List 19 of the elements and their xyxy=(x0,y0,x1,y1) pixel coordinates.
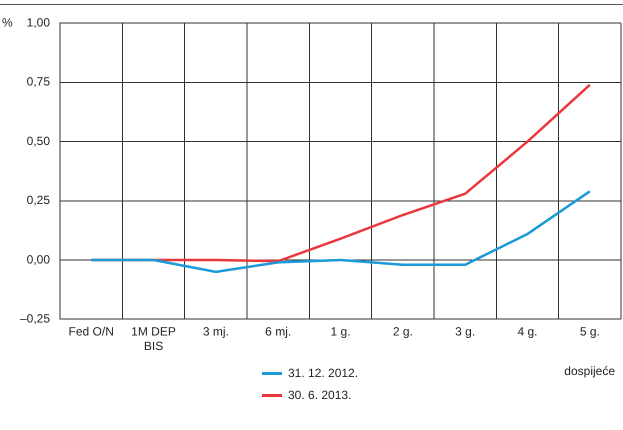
y-tick-label: 1,00 xyxy=(26,16,50,30)
x-axis-title: dospijeće xyxy=(564,364,615,378)
x-tick-label: 1M DEP BIS xyxy=(131,324,176,354)
x-tick-label: 5 g. xyxy=(580,324,600,339)
legend-label: 31. 12. 2012. xyxy=(288,366,358,380)
legend-label: 30. 6. 2013. xyxy=(288,388,352,402)
y-tick-label: 0,75 xyxy=(26,74,50,89)
y-tick-label: 0,25 xyxy=(26,193,50,208)
x-tick-label: 6 mj. xyxy=(265,324,292,339)
y-tick-label: 0,00 xyxy=(26,252,50,266)
x-tick-label: 2 g. xyxy=(392,324,413,339)
x-tick-label: Fed O/N xyxy=(68,324,114,339)
x-tick-label: 4 g. xyxy=(517,324,538,339)
y-tick-label: 0,50 xyxy=(26,134,50,148)
x-tick-label: 3 mj. xyxy=(202,324,229,339)
x-tick-label: 3 g. xyxy=(455,324,476,339)
y-tick-label: –0,25 xyxy=(20,312,50,326)
x-tick-label: 1 g. xyxy=(330,324,351,339)
y-axis-title: % xyxy=(2,16,13,30)
